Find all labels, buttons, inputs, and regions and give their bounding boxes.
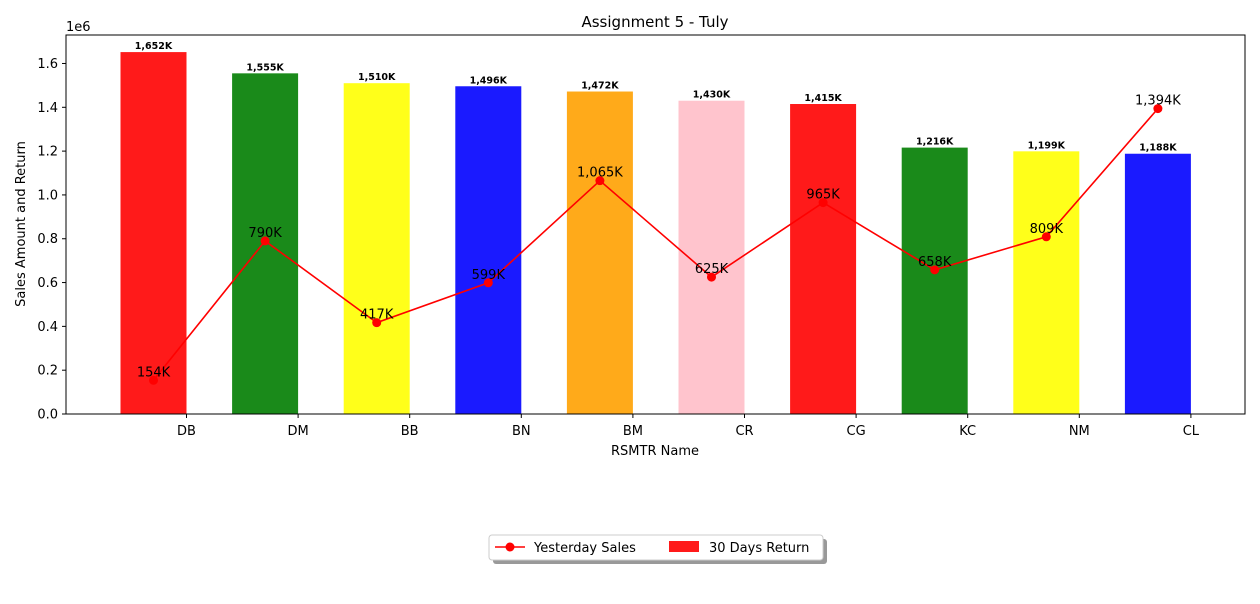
line-point [707, 272, 716, 282]
line-value-label: 1,065K [577, 166, 623, 181]
x-tick-label: BM [623, 424, 643, 439]
legend-box [488, 534, 824, 561]
plot-area-frame [65, 34, 1246, 415]
line-yesterday-sales [152, 108, 1159, 381]
x-tick-label: KC [959, 424, 976, 439]
line-point [595, 176, 605, 186]
y-tick-label: 0.4 [37, 320, 58, 335]
line-point [818, 198, 828, 208]
y-tick-label: 1.0 [37, 188, 58, 203]
bar-bn [455, 86, 522, 414]
line-value-label: 154K [137, 365, 171, 380]
legend-marker-swatch [505, 542, 515, 552]
line-value-label: 790K [248, 226, 282, 241]
bar-value-label: 1,188K [1139, 143, 1177, 154]
x-tick-label: CR [735, 424, 753, 439]
legend-label-yesterday-sales: Yesterday Sales [533, 541, 636, 556]
y-axis-label: Sales Amount and Return [14, 141, 29, 307]
line-value-label: 965K [806, 188, 840, 203]
chart-title: Assignment 5 - Tuly [581, 13, 728, 31]
x-tick-label: BB [401, 424, 419, 439]
y-tick-label: 1.4 [37, 101, 58, 116]
bar-nm [1013, 151, 1080, 414]
line-point [1041, 232, 1051, 242]
x-tick-label: DB [177, 424, 196, 439]
bar-value-label: 1,652K [135, 41, 173, 52]
line-value-label: 1,394K [1135, 94, 1181, 109]
bars-layer: 1,652K 1,555K 1,510K 1,496K 1,472K 1,430K 1,41… [120, 41, 1191, 415]
legend-bar-swatch [669, 541, 699, 552]
legend: Yesterday Sales 30 Days Return [488, 534, 827, 564]
bar-bm [566, 91, 633, 414]
bar-cl [1124, 153, 1191, 415]
bar-value-label: 1,430K [693, 90, 731, 101]
bar-value-label: 1,555K [246, 62, 284, 73]
line-value-label: 625K [695, 262, 729, 277]
bar-kc [901, 147, 968, 415]
line-value-label: 809K [1030, 222, 1064, 237]
line-value-label: 658K [918, 255, 952, 270]
line-value-label: 417K [360, 308, 394, 323]
x-tick-label: CL [1183, 424, 1200, 439]
line-point [149, 375, 158, 385]
line-point [483, 278, 493, 288]
y-tick-label: 0.6 [37, 276, 58, 291]
bar-value-label: 1,199K [1028, 140, 1066, 151]
x-axis-label: RSMTR Name [611, 444, 699, 459]
y-tick-label: 0.0 [37, 408, 58, 423]
x-tick-label: CG [847, 424, 866, 439]
bar-value-label: 1,472K [581, 81, 619, 92]
bar-value-label: 1,216K [916, 137, 954, 148]
line-series-layer: 154K 790K 417K 599K 1,065K 625K 965K 658K 809K 1,… [137, 94, 1181, 385]
bar-value-label: 1,415K [804, 93, 842, 104]
bar-cg [790, 104, 857, 414]
x-tick-label: BN [512, 424, 531, 439]
y-axis-offset-label: 1e6 [66, 20, 91, 35]
bar-bb [343, 83, 410, 414]
y-tick-label: 0.2 [37, 364, 58, 379]
line-value-label: 599K [472, 268, 506, 283]
line-point [1153, 104, 1163, 114]
bar-db [120, 52, 187, 414]
axis-ticks-layer: DB DM BB BN BM CR CG KC NM CL 0.0 0.2 0.4 0.6 0.8 1.0 1.… [37, 57, 1200, 439]
bar-value-label: 1,510K [358, 72, 396, 83]
line-point [930, 265, 940, 275]
bar-value-label: 1,496K [470, 75, 508, 86]
y-tick-label: 0.8 [37, 232, 58, 247]
y-tick-label: 1.2 [37, 145, 58, 160]
x-tick-label: DM [287, 424, 308, 439]
legend-label-30-days-return: 30 Days Return [709, 541, 809, 556]
line-point [260, 236, 270, 246]
line-point [372, 318, 382, 328]
y-tick-label: 1.6 [37, 57, 58, 72]
x-tick-label: NM [1069, 424, 1090, 439]
